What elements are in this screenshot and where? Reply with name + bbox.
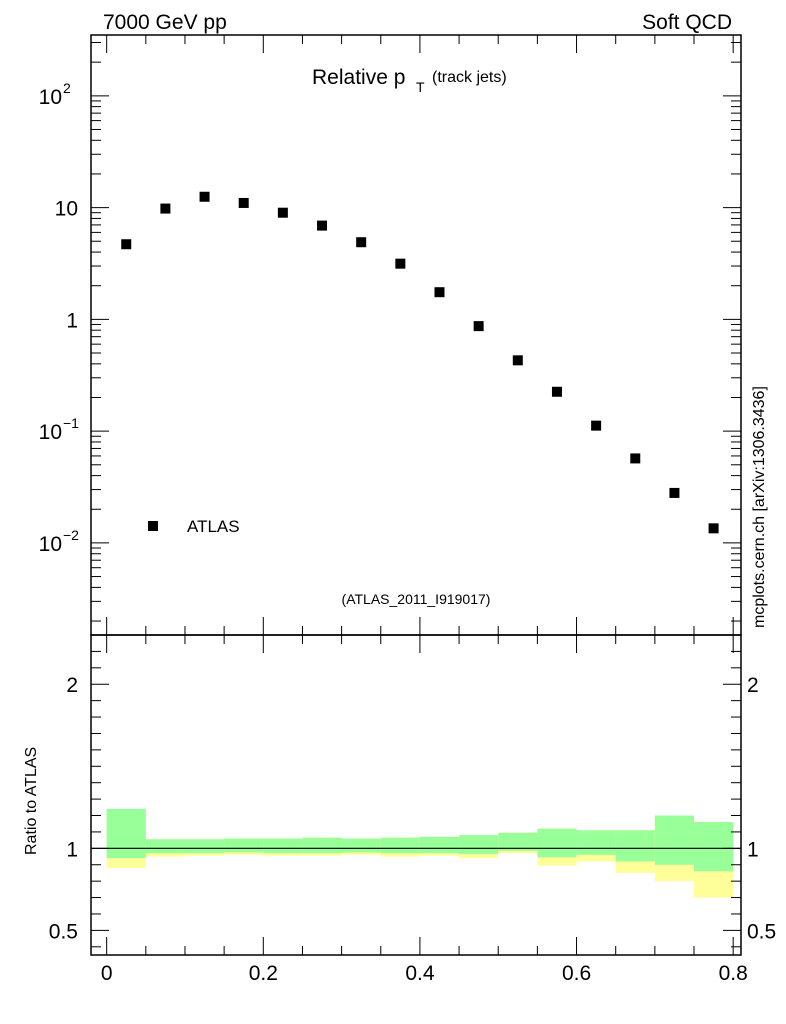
- data-points: [121, 191, 719, 534]
- ratio-panel: 0.5 0.5 1 1 2 2 0 0.2 0.4 0.6 0.8 Ratio to ATLAS: [23, 634, 776, 985]
- x-tick-label: 0: [101, 962, 113, 985]
- side-label: mcplots.cern.ch [arXiv:1306.3436]: [751, 386, 768, 628]
- legend: ATLAS: [148, 517, 240, 536]
- main-title: Relative p T (track jets): [312, 66, 507, 95]
- main-panel: Relative p T (track jets) (ATLAS_2011_I9…: [39, 34, 742, 636]
- ratio-band-inner: [459, 835, 499, 855]
- x-tick-label: 0.2: [249, 962, 278, 985]
- ratio-band-inner: [302, 837, 342, 854]
- data-point: [121, 239, 132, 250]
- ratio-y-tick-label-left: 2: [66, 674, 78, 697]
- ratio-bands: [106, 808, 734, 898]
- data-point: [238, 197, 249, 208]
- data-point: [551, 386, 562, 397]
- data-point: [317, 220, 328, 231]
- legend-marker: [148, 521, 158, 531]
- data-point: [277, 207, 288, 218]
- data-point: [434, 287, 445, 298]
- x-tick-label: 0.4: [405, 962, 435, 985]
- ratio-y-tick-label-right: 2: [747, 674, 759, 697]
- main-title-extra: (track jets): [432, 69, 507, 86]
- data-point: [199, 191, 210, 202]
- x-tick-labels: 0 0.2 0.4 0.6 0.8: [101, 962, 748, 985]
- legend-label: ATLAS: [187, 517, 240, 536]
- main-y-tick-base: 10: [55, 198, 78, 221]
- main-y-tick-exp: −2: [63, 527, 79, 543]
- ratio-band-inner: [419, 836, 460, 854]
- ratio-band-inner: [184, 839, 225, 854]
- x-tick-label: 0.8: [719, 962, 748, 985]
- ratio-band-inner: [224, 838, 264, 853]
- main-y-tick-label: 1: [66, 309, 78, 332]
- main-y-tick-exp: 2: [63, 80, 71, 96]
- ratio-band-inner: [263, 838, 303, 854]
- main-y-tick-label: 10 −2: [39, 527, 80, 556]
- ratio-band-inner: [106, 808, 146, 859]
- data-point: [395, 258, 406, 269]
- ratio-band-inner: [615, 830, 655, 862]
- data-point: [669, 487, 680, 498]
- data-point: [356, 237, 367, 248]
- header-right-label: Soft QCD: [642, 11, 732, 34]
- main-y-tick-exp: −1: [63, 415, 79, 431]
- ratio-y-axis-label: Ratio to ATLAS: [23, 747, 40, 855]
- ratio-band-inner: [380, 837, 420, 854]
- main-panel-frame: [90, 34, 742, 636]
- main-y-tick-base: 1: [66, 309, 78, 332]
- main-title-main: Relative p: [312, 66, 405, 89]
- data-point: [160, 203, 171, 214]
- main-y-tick-base: 10: [39, 421, 62, 444]
- ratio-y-tick-label-left: 0.5: [49, 920, 78, 943]
- data-point: [591, 420, 602, 431]
- main-axis-ticks: [91, 35, 741, 635]
- main-y-tick-base: 10: [39, 533, 62, 556]
- data-point: [473, 321, 484, 332]
- ratio-band-inner: [654, 815, 695, 865]
- main-y-tick-base: 10: [39, 86, 62, 109]
- main-y-tick-label: 10 2: [39, 80, 71, 109]
- watermark-label: (ATLAS_2011_I919017): [342, 591, 491, 607]
- ratio-band-inner: [576, 830, 616, 855]
- main-y-tick-label: 10: [55, 198, 78, 221]
- ratio-band-inner: [498, 832, 538, 851]
- ratio-band-inner: [694, 822, 734, 872]
- ratio-y-tick-labels: 0.5 0.5 1 1 2 2: [49, 674, 776, 943]
- x-tick-label: 0.6: [562, 962, 591, 985]
- data-point: [708, 523, 719, 534]
- ratio-y-tick-label-right: 0.5: [747, 920, 776, 943]
- ratio-y-tick-label-right: 1: [747, 838, 759, 861]
- ratio-band-inner: [341, 838, 381, 853]
- header-left-label: 7000 GeV pp: [103, 11, 227, 34]
- ratio-band-inner: [145, 839, 185, 854]
- ratio-axis-ticks: [91, 635, 741, 955]
- main-title-sub: T: [416, 79, 425, 95]
- data-point: [630, 453, 641, 464]
- ratio-y-tick-label-left: 1: [66, 838, 78, 861]
- ratio-panel-frame: [90, 634, 742, 956]
- data-point: [512, 355, 523, 366]
- main-y-tick-label: 10 −1: [39, 415, 80, 444]
- ratio-band-inner: [537, 828, 577, 858]
